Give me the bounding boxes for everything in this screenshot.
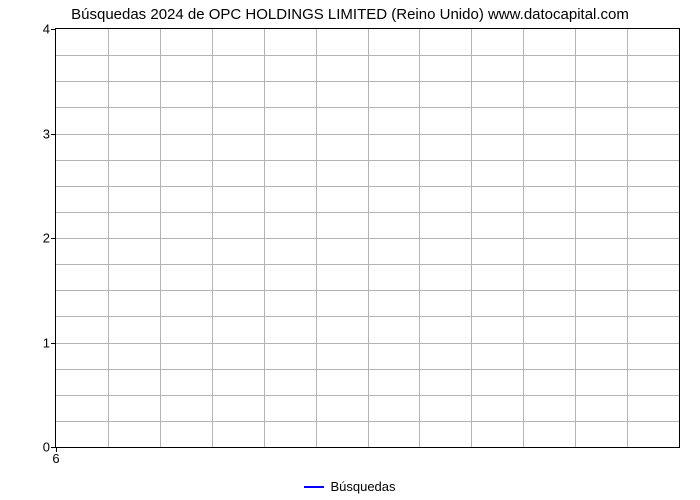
chart-title: Búsquedas 2024 de OPC HOLDINGS LIMITED (… <box>0 6 700 23</box>
gridline-vertical <box>471 29 472 447</box>
x-tick-label: 6 <box>52 451 59 466</box>
gridline-vertical <box>627 29 628 447</box>
gridline-vertical <box>264 29 265 447</box>
y-tick-label: 0 <box>43 440 50 455</box>
y-tick-label: 2 <box>43 231 50 246</box>
gridline-vertical <box>575 29 576 447</box>
gridline-vertical <box>212 29 213 447</box>
y-tick-label: 1 <box>43 335 50 350</box>
plot-area: 012346 <box>55 28 680 448</box>
gridline-vertical <box>419 29 420 447</box>
y-tick-mark <box>51 238 56 239</box>
y-tick-mark <box>51 343 56 344</box>
y-tick-label: 4 <box>43 22 50 37</box>
y-tick-mark <box>51 29 56 30</box>
gridline-vertical <box>108 29 109 447</box>
y-tick-mark <box>51 134 56 135</box>
legend-label: Búsquedas <box>330 479 395 494</box>
gridline-vertical <box>316 29 317 447</box>
y-tick-label: 3 <box>43 126 50 141</box>
gridline-vertical <box>523 29 524 447</box>
legend-swatch <box>304 486 324 488</box>
chart-container: Búsquedas 2024 de OPC HOLDINGS LIMITED (… <box>0 0 700 500</box>
gridline-vertical <box>368 29 369 447</box>
legend: Búsquedas <box>0 478 700 494</box>
gridline-vertical <box>160 29 161 447</box>
